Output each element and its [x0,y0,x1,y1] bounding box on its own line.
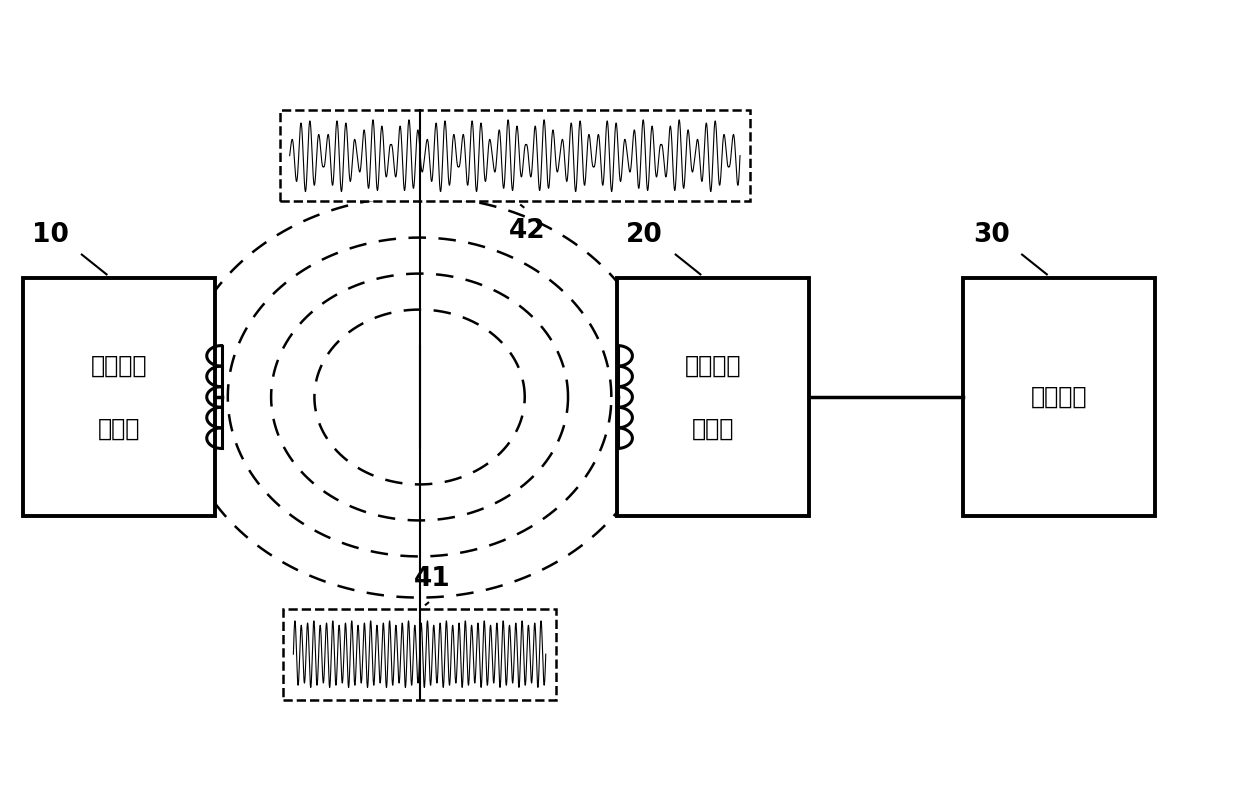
Bar [280,110,750,201]
Text: 接收器: 接收器 [692,417,734,441]
Text: 无线电力: 无线电力 [91,353,148,377]
Text: 发射器: 发射器 [98,417,140,441]
Bar [284,609,556,700]
Bar [963,279,1156,515]
Text: 20: 20 [626,222,663,248]
Bar [24,279,215,515]
Text: 电子设备: 电子设备 [1030,385,1087,409]
Text: 41: 41 [414,566,450,592]
Text: 30: 30 [973,222,1009,248]
Bar [618,279,808,515]
Text: 无线电力: 无线电力 [684,353,742,377]
Text: 10: 10 [32,222,69,248]
Text: 42: 42 [508,218,546,244]
